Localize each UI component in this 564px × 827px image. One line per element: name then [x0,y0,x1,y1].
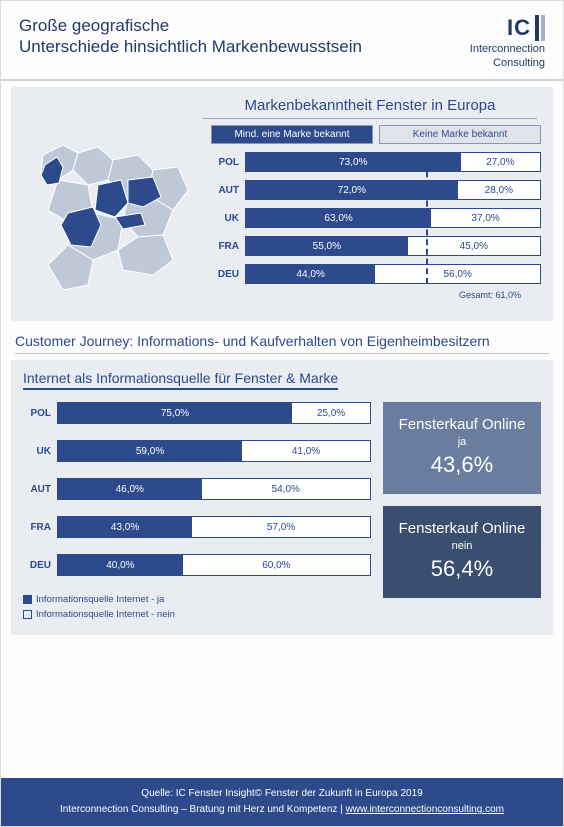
info-boxes: Fensterkauf Online ja 43,6% Fensterkauf … [383,402,541,622]
footer-prefix: Interconnection Consulting – Bratung mit… [60,804,346,815]
bar-segment-no: 57,0% [192,517,370,537]
bar-row-fra: FRA43,0%57,0% [23,516,371,538]
infobox-online-yes: Fensterkauf Online ja 43,6% [383,402,541,494]
bar: 72,0%28,0% [245,180,541,200]
panel1-title: Markenbekanntheit Fenster in Europa [203,97,537,119]
bar: 44,0%56,0% [245,264,541,284]
bar-row-aut: AUT72,0%28,0% [211,180,541,200]
page-title: Große geografische Unterschiede hinsicht… [19,15,362,58]
bar-row-deu: DEU44,0%56,0% [211,264,541,284]
chart1-rows: POL73,0%27,0% AUT72,0%28,0% UK63,0%37,0% FR… [211,152,541,284]
panel-brand-awareness: Markenbekanntheit Fenster in Europa [11,87,553,321]
title-line-1: Große geografische [19,15,362,36]
bar-segment-no: 60,0% [183,555,370,575]
logo-subtitle-2: Consulting [470,57,545,69]
bar-label: AUT [211,185,245,196]
bar-segment-unknown: 27,0% [461,153,540,171]
legend-yes: Informationsquelle Internet - ja [36,594,164,605]
bar-segment-unknown: 56,0% [375,265,540,283]
legend-no: Informationsquelle Internet - nein [36,609,175,620]
bar-row-uk: UK63,0%37,0% [211,208,541,228]
bar-segment-unknown: 37,0% [431,209,540,227]
bar: 43,0%57,0% [57,516,371,538]
bar-segment-yes: 59,0% [58,441,242,461]
bar-label: UK [23,446,57,457]
bar-segment-yes: 40,0% [58,555,183,575]
bar-label: FRA [23,522,57,533]
bar-segment-yes: 46,0% [58,479,202,499]
title-line-2: Unterschiede hinsichtlich Markenbewussts… [19,36,362,57]
bar-label: DEU [211,269,245,280]
bar-segment-unknown: 28,0% [458,181,540,199]
infobox-no-value: 56,4% [389,556,535,582]
bar-segment-known: 44,0% [246,265,375,283]
legend-known-unknown: Mind. eine Marke bekannt Keine Marke bek… [211,125,541,144]
panel1-body: Mind. eine Marke bekannt Keine Marke bek… [23,125,541,315]
legend-square-yes-icon [23,595,32,604]
bar-row-uk: UK59,0%41,0% [23,440,371,462]
legend-square-no-icon [23,610,32,619]
bar-label: AUT [23,484,57,495]
bar-label: FRA [211,241,245,252]
panel-internet-source: Internet als Informationsquelle für Fens… [11,360,553,634]
bar: 55,0%45,0% [245,236,541,256]
bar: 46,0%54,0% [57,478,371,500]
panel2-body: POL75,0%25,0% UK59,0%41,0% AUT46,0%54,0% FR… [23,402,541,622]
bar-segment-known: 73,0% [246,153,461,171]
logo: IC Interconnection Consulting [470,15,545,69]
page: Große geografische Unterschiede hinsicht… [0,0,564,827]
europe-map-icon [23,125,203,315]
legend-unknown: Keine Marke bekannt [379,125,541,144]
legend-known: Mind. eine Marke bekannt [211,125,373,144]
logo-text: IC [507,15,531,41]
bar-row-aut: AUT46,0%54,0% [23,478,371,500]
bar-segment-known: 63,0% [246,209,431,227]
logo-bars-icon [535,15,545,41]
footer-link[interactable]: www.interconnectionconsulting.com [346,804,504,815]
infobox-no-sub: nein [389,540,535,552]
bar: 59,0%41,0% [57,440,371,462]
bar-segment-no: 54,0% [202,479,370,499]
bar-label: DEU [23,560,57,571]
header: Große geografische Unterschiede hinsicht… [1,1,563,81]
bar: 75,0%25,0% [57,402,371,424]
logo-subtitle-1: Interconnection [470,43,545,55]
bar-row-pol: POL75,0%25,0% [23,402,371,424]
bar-segment-yes: 75,0% [58,403,292,423]
bar-segment-no: 41,0% [242,441,370,461]
bar-row-deu: DEU40,0%60,0% [23,554,371,576]
bar-row-pol: POL73,0%27,0% [211,152,541,172]
panel2-title: Internet als Informationsquelle für Fens… [23,370,338,390]
logo-mark: IC [470,15,545,41]
infobox-yes-value: 43,6% [389,452,535,478]
infobox-no-title: Fensterkauf Online [389,520,535,538]
infobox-yes-title: Fensterkauf Online [389,416,535,434]
bar: 63,0%37,0% [245,208,541,228]
legend-internet: Informationsquelle Internet - ja Informa… [23,592,371,622]
overall-label: Gesamt: 61,0% [211,290,541,300]
chart2-rows: POL75,0%25,0% UK59,0%41,0% AUT46,0%54,0% FR… [23,402,371,576]
section2-title: Customer Journey: Informations- und Kauf… [15,333,549,354]
bar-segment-yes: 43,0% [58,517,192,537]
chart-internet-source: POL75,0%25,0% UK59,0%41,0% AUT46,0%54,0% FR… [23,402,371,622]
bar: 40,0%60,0% [57,554,371,576]
overall-reference-line [426,152,428,284]
bar-label: POL [211,157,245,168]
infobox-yes-sub: ja [389,436,535,448]
bar-segment-known: 55,0% [246,237,408,255]
bar: 73,0%27,0% [245,152,541,172]
bar-segment-no: 25,0% [292,403,370,423]
chart-brand-awareness: Mind. eine Marke bekannt Keine Marke bek… [211,125,541,315]
bar-row-fra: FRA55,0%45,0% [211,236,541,256]
footer-source: Quelle: IC Fenster Insight© Fenster der … [7,786,557,802]
footer-line2: Interconnection Consulting – Bratung mit… [7,802,557,818]
bar-label: POL [23,408,57,419]
footer: Quelle: IC Fenster Insight© Fenster der … [1,778,563,826]
bar-label: UK [211,213,245,224]
infobox-online-no: Fensterkauf Online nein 56,4% [383,506,541,598]
